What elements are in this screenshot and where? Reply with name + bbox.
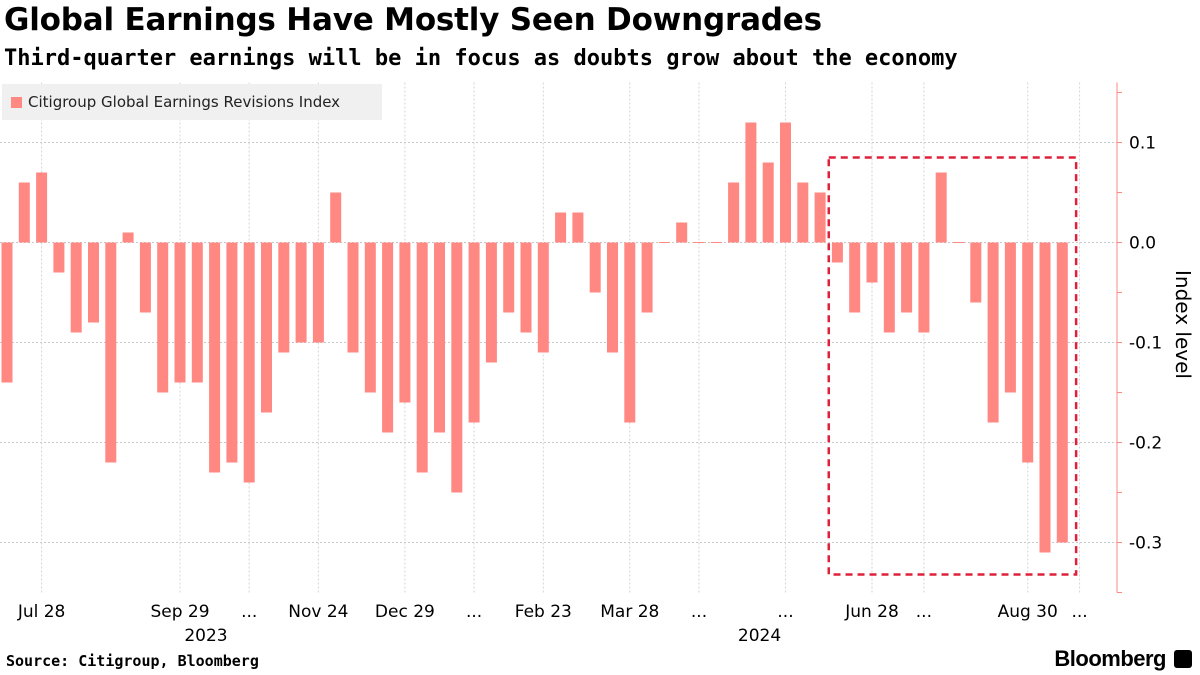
- bar: [953, 242, 964, 243]
- x-tick-label: Dec 29: [375, 602, 435, 622]
- bar: [607, 242, 618, 353]
- y-tick-label: -0.1: [1129, 334, 1162, 354]
- brand-logo: Bloomberg: [1054, 646, 1166, 671]
- x-tick-label: ...: [466, 602, 482, 622]
- x-tick-label: Jul 28: [17, 602, 66, 622]
- bar: [710, 242, 722, 243]
- x-tick-label: Jun 28: [844, 602, 899, 622]
- bar: [226, 242, 238, 463]
- bar: [676, 222, 688, 243]
- bar: [503, 242, 515, 313]
- x-tick-label: ...: [691, 602, 707, 622]
- bar: [105, 242, 117, 463]
- bar: [831, 242, 843, 263]
- y-tick-label: 0.0: [1129, 234, 1156, 254]
- bar: [728, 182, 740, 243]
- bar: [295, 242, 307, 343]
- bar: [987, 242, 999, 423]
- bar: [693, 242, 705, 243]
- bar: [399, 242, 411, 403]
- x-year-label: 2024: [738, 626, 781, 646]
- bar: [970, 242, 982, 303]
- bar: [18, 182, 30, 243]
- y-axis-title: Index level: [1171, 270, 1195, 379]
- bar: [36, 172, 48, 243]
- bar: [191, 242, 203, 383]
- bar: [174, 242, 186, 383]
- x-year-label: 2023: [184, 626, 227, 646]
- bar: [918, 242, 930, 333]
- bar: [849, 242, 861, 313]
- bar: [347, 242, 359, 353]
- bar: [88, 242, 99, 323]
- bar: [485, 242, 497, 363]
- x-tick-label: ...: [241, 602, 257, 622]
- bar: [434, 242, 445, 433]
- bar: [312, 242, 324, 343]
- bar: [1004, 242, 1016, 393]
- bar: [537, 242, 549, 353]
- x-tick-label: Mar 28: [600, 602, 659, 622]
- bar: [797, 182, 809, 243]
- bar: [139, 242, 151, 313]
- x-tick-label: Sep 29: [150, 602, 209, 622]
- bar: [70, 242, 82, 333]
- y-tick-label: 0.1: [1129, 134, 1156, 154]
- bar: [555, 212, 567, 243]
- chart-title: Global Earnings Have Mostly Seen Downgra…: [4, 2, 822, 38]
- bar: [1039, 242, 1051, 553]
- bar: [589, 242, 601, 293]
- bar: [382, 242, 394, 433]
- bar: [243, 242, 255, 483]
- bar: [1, 242, 13, 383]
- bar: [814, 192, 826, 243]
- bar: [520, 242, 532, 333]
- bar: [883, 242, 895, 333]
- bar: [261, 242, 272, 413]
- bar: [762, 162, 774, 243]
- source-note: Source: Citigroup, Bloomberg: [6, 652, 259, 670]
- bar: [416, 242, 428, 473]
- legend-swatch: [11, 96, 22, 108]
- bar: [641, 242, 653, 313]
- legend: Citigroup Global Earnings Revisions Inde…: [2, 84, 382, 120]
- bloomberg-icon: [1174, 650, 1192, 668]
- x-tick-label: ...: [1071, 602, 1087, 622]
- legend-label: Citigroup Global Earnings Revisions Inde…: [28, 93, 341, 111]
- bar: [157, 242, 169, 393]
- bar: [866, 242, 878, 283]
- chart-subtitle: Third-quarter earnings will be in focus …: [4, 46, 958, 71]
- bar: [451, 242, 463, 493]
- bar: [572, 212, 584, 243]
- x-tick-label: ...: [916, 602, 932, 622]
- bar: [330, 192, 342, 243]
- bar: [1022, 242, 1034, 463]
- bar: [209, 242, 221, 473]
- y-tick-label: -0.2: [1129, 434, 1162, 454]
- bar: [122, 232, 134, 243]
- bar: [53, 242, 65, 273]
- x-tick-label: Feb 23: [515, 602, 572, 622]
- bar: [901, 242, 913, 313]
- x-tick-label: ...: [777, 602, 793, 622]
- x-tick-label: Aug 30: [998, 602, 1058, 622]
- highlight-box: [827, 156, 1078, 576]
- bar: [658, 242, 670, 243]
- y-tick-label: -0.3: [1129, 534, 1162, 554]
- bar: [364, 242, 376, 393]
- bar: [780, 122, 791, 243]
- bar: [468, 242, 480, 423]
- bar: [935, 172, 947, 243]
- bar: [278, 242, 290, 353]
- bar: [1056, 242, 1068, 543]
- bar: [745, 122, 757, 243]
- bar: [624, 242, 636, 423]
- x-tick-label: Nov 24: [288, 602, 348, 622]
